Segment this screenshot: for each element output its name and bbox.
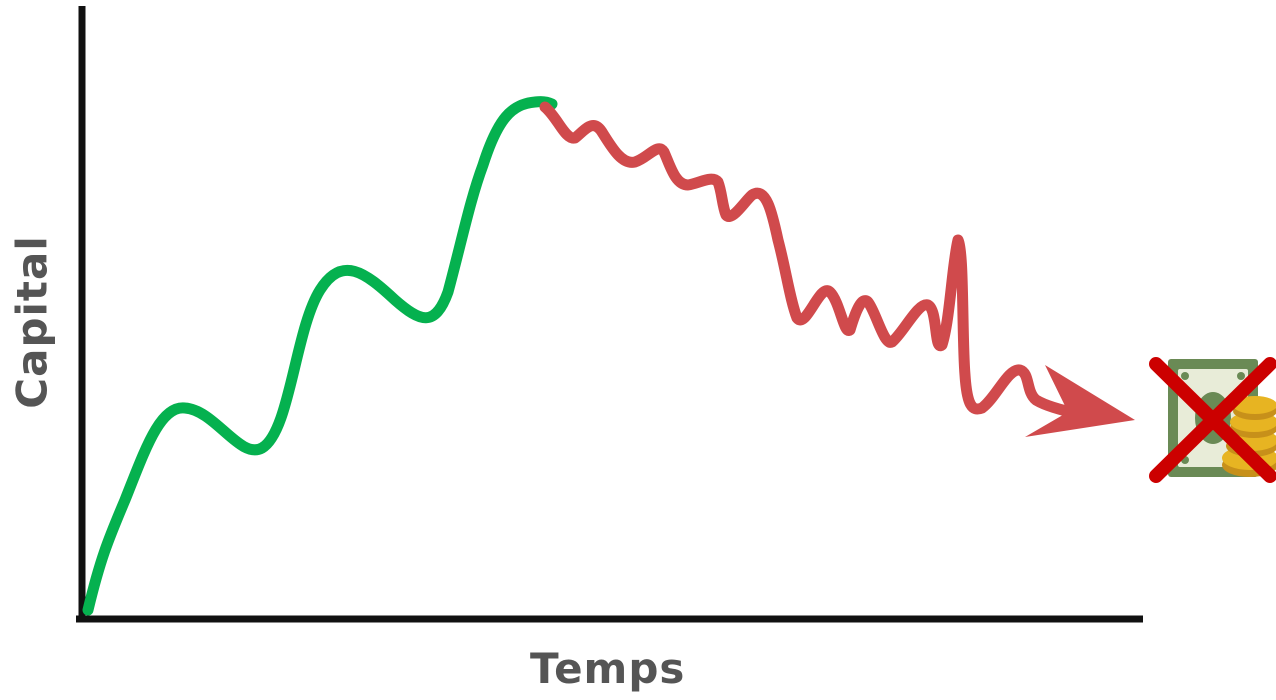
cross-icon — [1149, 357, 1276, 483]
falling-curve — [539, 101, 1086, 420]
y-axis-label: Capital — [7, 235, 57, 409]
rising-curve — [82, 96, 558, 616]
arrow-head-icon — [1025, 365, 1135, 437]
x-axis-label: Temps — [530, 644, 686, 693]
